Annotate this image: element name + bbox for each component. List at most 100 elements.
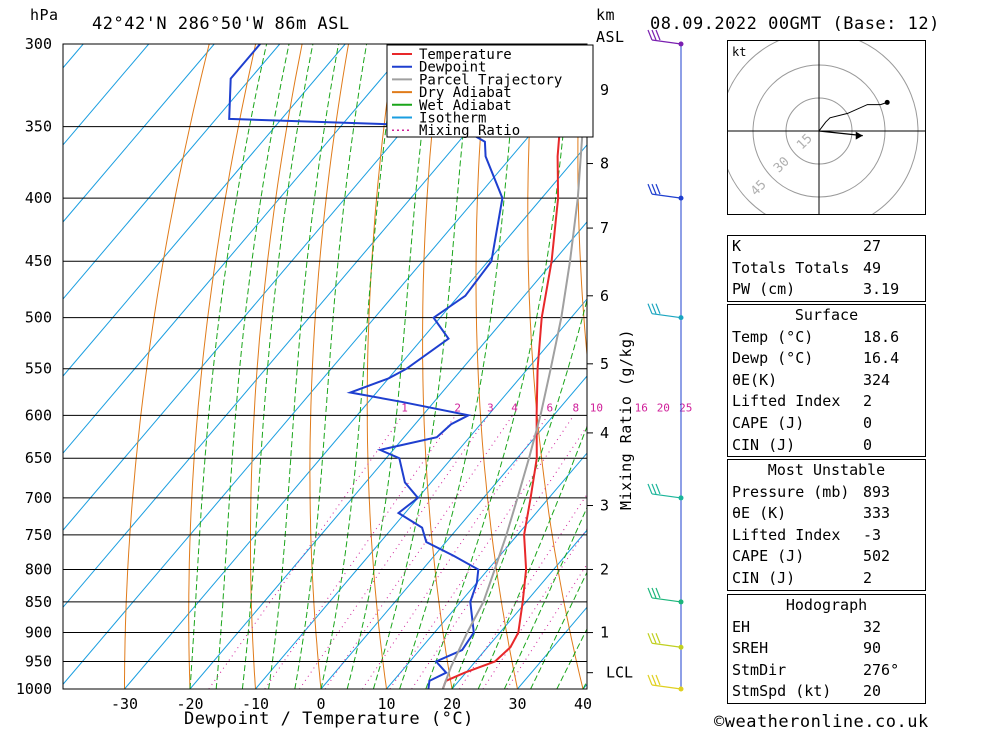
pressure-tick-label: 850 [25, 593, 52, 611]
mu-label: Pressure (mb) [732, 482, 850, 501]
pressure-unit-label: hPa [30, 6, 59, 24]
mu-value: -3 [863, 525, 882, 544]
isotherm-line [320, 375, 587, 689]
mu-value: 893 [863, 482, 891, 501]
copyright-label: ©weatheronline.co.uk [714, 712, 929, 732]
hodo-value: 90 [863, 639, 882, 658]
mixing-ratio-line [506, 563, 587, 689]
km-tick-label: 5 [600, 355, 609, 373]
hodo-unit-label: kt [732, 45, 746, 59]
wet-adiabat-line [399, 44, 520, 689]
legend-label: Dewpoint [419, 60, 486, 76]
isotherm-line [63, 44, 215, 223]
wet-adiabat-line [503, 506, 587, 689]
series-temperature [441, 44, 579, 689]
isotherm-line [63, 44, 281, 300]
hodo-ring-label: 15 [794, 131, 816, 153]
pressure-gridlines [63, 43, 587, 690]
surface-value: 18.6 [863, 327, 900, 346]
wind-barb [647, 587, 682, 603]
surface-label: Lifted Index [732, 392, 841, 411]
hodo-value: 32 [863, 617, 882, 636]
mixing-ratio-tick-label: 3 [487, 401, 494, 414]
surface-label: CIN (J) [732, 435, 796, 454]
surface-label: Temp (°C) [732, 327, 814, 346]
wind-profile [647, 29, 684, 692]
surface-value: 0 [863, 413, 873, 432]
hodo-ring-label: 45 [748, 177, 770, 199]
mixing-ratio-tick-label: 1 [401, 401, 408, 414]
dry-adiabat-line [952, 44, 1000, 689]
legend-label: Mixing Ratio [419, 123, 520, 139]
storm-motion-vector [818, 130, 863, 137]
mu-value: 2 [863, 568, 873, 587]
wet-adiabat-line [320, 44, 399, 689]
most-unstable-table: Most Unstable Pressure (mb) 893 θE (K) 333… [727, 459, 926, 591]
wind-barb [647, 29, 682, 45]
km-tick-label: 9 [600, 81, 609, 99]
hodo-value: 20 [863, 682, 882, 701]
wet-adiabat-line [530, 571, 587, 689]
mixing-ratio-tick-label: 25 [679, 401, 692, 414]
wind-barb [647, 674, 682, 690]
km-tick-label: 4 [600, 424, 609, 442]
km-tick-label: 8 [600, 155, 609, 173]
wet-adiabat-line [346, 44, 434, 689]
wind-barb [647, 633, 682, 648]
pressure-tick-label: 300 [25, 35, 52, 53]
pressure-tick-label: 350 [25, 118, 52, 136]
legend-label: Parcel Trajectory [419, 72, 562, 88]
pressure-tick-label: 750 [25, 526, 52, 544]
hodo-value: 276° [863, 660, 900, 679]
dry-adiabat-line [626, 44, 714, 689]
wind-barb [647, 183, 682, 199]
profile-series [228, 44, 584, 689]
km-tick-label: 7 [600, 219, 609, 237]
pressure-tick-labels: 300 350 400 450 500 550 600 650 700 750 800 850 900 9… [16, 35, 52, 698]
hodograph-panel: kt 15 30 45 [719, 31, 926, 231]
isotherm-line [189, 221, 587, 689]
km-tick-label: 2 [600, 560, 609, 578]
mixing-ratio-line [389, 415, 575, 689]
km-tick-label: 6 [600, 287, 609, 305]
pressure-tick-label: 600 [25, 406, 52, 424]
legend-box [386, 44, 594, 138]
mixing-ratio-line [361, 415, 549, 689]
surface-label: θE(K) [732, 370, 778, 389]
storm-motion-arrowhead [855, 131, 863, 140]
mixing-ratio-line [208, 415, 404, 689]
temperature-tick-label: 0 [316, 695, 325, 713]
x-axis-label: Dewpoint / Temperature (°C) [184, 709, 474, 729]
hodo-label: EH [732, 617, 751, 636]
surface-value: 16.4 [863, 349, 900, 368]
surface-table: Surface Temp (°C) 18.6 Dewp (°C) 16.4 θE(K… [727, 304, 926, 458]
legend-label: Wet Adiabat [419, 98, 512, 114]
hodograph-title: Hodograph [785, 596, 868, 614]
plot-frame [62, 43, 588, 690]
km-unit-label: km [596, 6, 616, 24]
surface-title: Surface [794, 306, 859, 324]
pressure-tick-label: 450 [25, 252, 52, 270]
surface-value: 0 [863, 435, 873, 454]
wet-adiabat-line [215, 44, 290, 689]
km-tick-label: 1 [600, 624, 609, 642]
index-row-totals: Totals Totals 49 [732, 258, 882, 277]
pressure-tick-label: 500 [25, 309, 52, 327]
hodo-label: StmDir [732, 660, 787, 679]
hodo-trace [818, 101, 888, 132]
pressure-tick-label: 400 [25, 189, 52, 207]
legend-label: Dry Adiabat [419, 85, 512, 101]
isotherm-line [451, 529, 587, 689]
wet-adiabat-line [268, 44, 339, 689]
mixing-ratio-labels: 1 2 3 4 6 8 10 16 20 25 [401, 401, 692, 414]
surface-label: Dewp (°C) [732, 349, 814, 368]
mixing-ratio-tick-label: 2 [454, 401, 461, 414]
wind-barb [647, 483, 682, 499]
isotherm-line [63, 44, 543, 609]
isotherm-line [63, 44, 412, 454]
series-parcel-trajectory [441, 44, 584, 689]
temperature-tick-label: -10 [242, 695, 269, 713]
mu-value: 333 [863, 504, 891, 523]
